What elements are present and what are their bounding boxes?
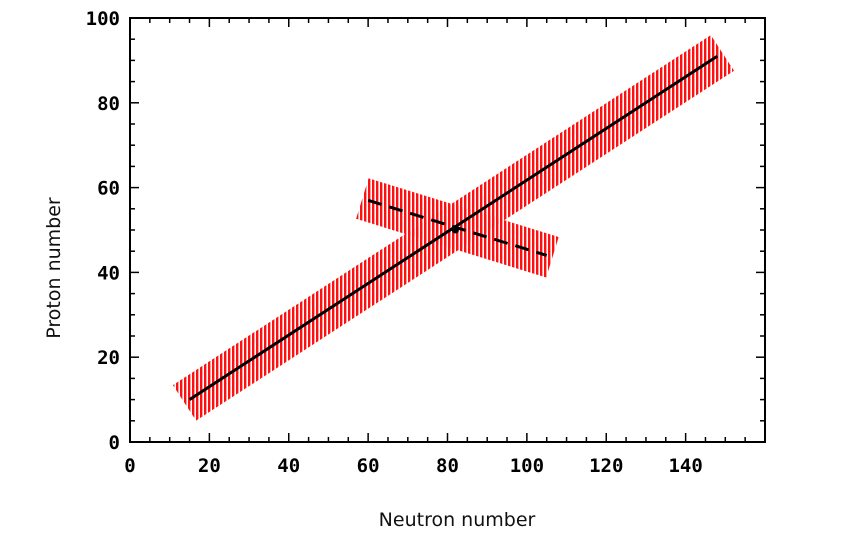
y-tick-label: 100 — [86, 8, 120, 30]
x-axis-label: Neutron number — [379, 509, 536, 531]
y-tick-label: 80 — [97, 93, 120, 115]
y-tick-label: 20 — [97, 347, 120, 369]
x-tick-label: 40 — [277, 455, 300, 477]
x-tick-label: 100 — [510, 455, 544, 477]
y-tick-label: 0 — [109, 432, 120, 454]
y-axis-ticks: 0 20 40 60 80 100 — [86, 8, 765, 454]
series-lines — [188, 54, 719, 401]
y-tick-label: 60 — [97, 178, 120, 200]
y-axis-label: Proton number — [43, 197, 65, 339]
intersection-point — [451, 226, 459, 234]
x-tick-label: 20 — [198, 455, 221, 477]
x-tick-label: 140 — [668, 455, 702, 477]
x-axis-ticks: 0 20 40 60 80 100 120 140 — [124, 18, 766, 477]
x-tick-label: 0 — [124, 455, 135, 477]
x-tick-label: 60 — [357, 455, 380, 477]
x-tick-label: 80 — [436, 455, 459, 477]
y-tick-label: 40 — [97, 262, 120, 284]
x-tick-label: 120 — [589, 455, 623, 477]
